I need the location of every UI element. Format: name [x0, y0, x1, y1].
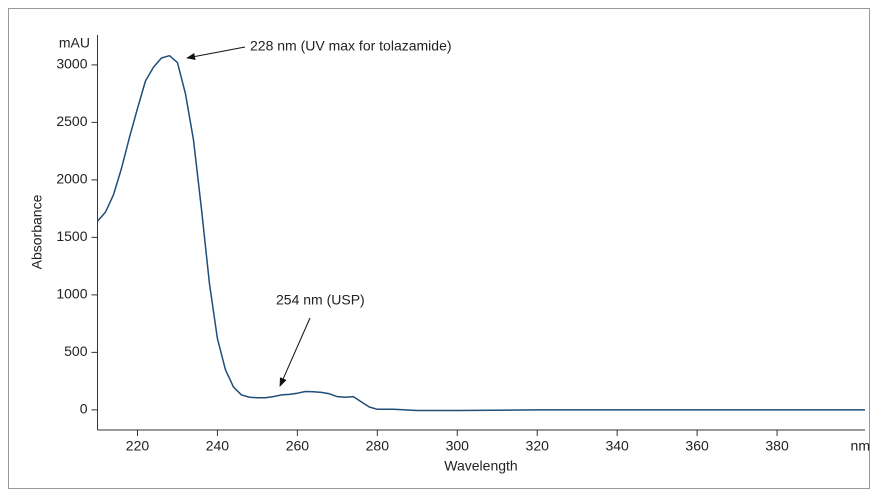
annotation-arrow: [186, 46, 246, 61]
x-tick-label: 380: [765, 438, 789, 454]
x-tick-label: 300: [446, 438, 470, 454]
annotation: 228 nm (UV max for tolazamide): [250, 38, 452, 54]
y-tick-label: 1000: [56, 286, 87, 302]
y-unit: mAU: [59, 35, 90, 51]
y-tick-label: 2500: [56, 113, 87, 129]
x-unit: nm: [851, 438, 870, 454]
annotation-arrow: [279, 317, 311, 387]
spectrum-line: [96, 54, 865, 412]
x-tick-label: 340: [605, 438, 629, 454]
x-tick-label: 360: [685, 438, 709, 454]
y-tick-label: 500: [64, 343, 88, 359]
y-tick-label: 3000: [56, 56, 87, 72]
y-tick-label: 2000: [56, 171, 87, 187]
annotation: 254 nm (USP): [276, 292, 365, 308]
x-tick-label: 320: [526, 438, 550, 454]
y-tick-label: 0: [80, 401, 88, 417]
y-axis-label: Absorbance: [29, 194, 45, 269]
x-axis-label: Wavelength: [444, 458, 517, 474]
x-tick-label: 220: [126, 438, 150, 454]
x-tick-label: 260: [286, 438, 310, 454]
x-tick-label: 240: [206, 438, 230, 454]
frame: [8, 8, 870, 489]
y-tick-label: 1500: [56, 228, 87, 244]
x-tick-label: 280: [366, 438, 390, 454]
